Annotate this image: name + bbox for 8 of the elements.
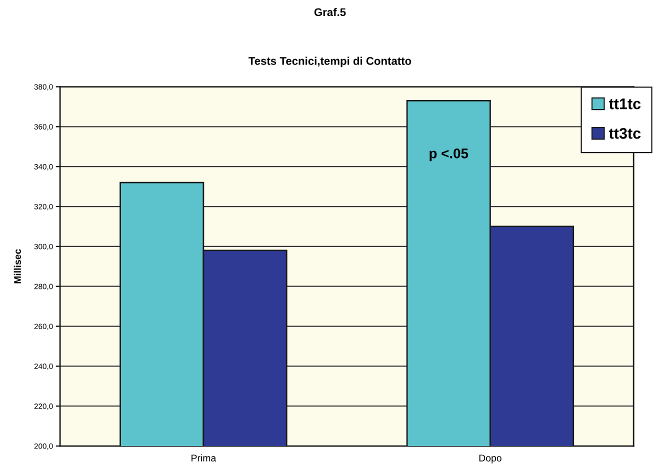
- legend-label: tt3tc: [609, 128, 641, 139]
- annotation: p <.05: [430, 148, 468, 162]
- y-axis-title: Millisec: [14, 249, 21, 284]
- chart-subtitle: Tests Tecnici,tempi di Contatto: [248, 56, 412, 68]
- x-tick-label: Prima: [192, 454, 216, 462]
- legend-label: tt1tc: [609, 98, 641, 110]
- chart-title: Graf.5: [314, 8, 346, 16]
- x-tick-label: Dopo: [479, 454, 502, 464]
